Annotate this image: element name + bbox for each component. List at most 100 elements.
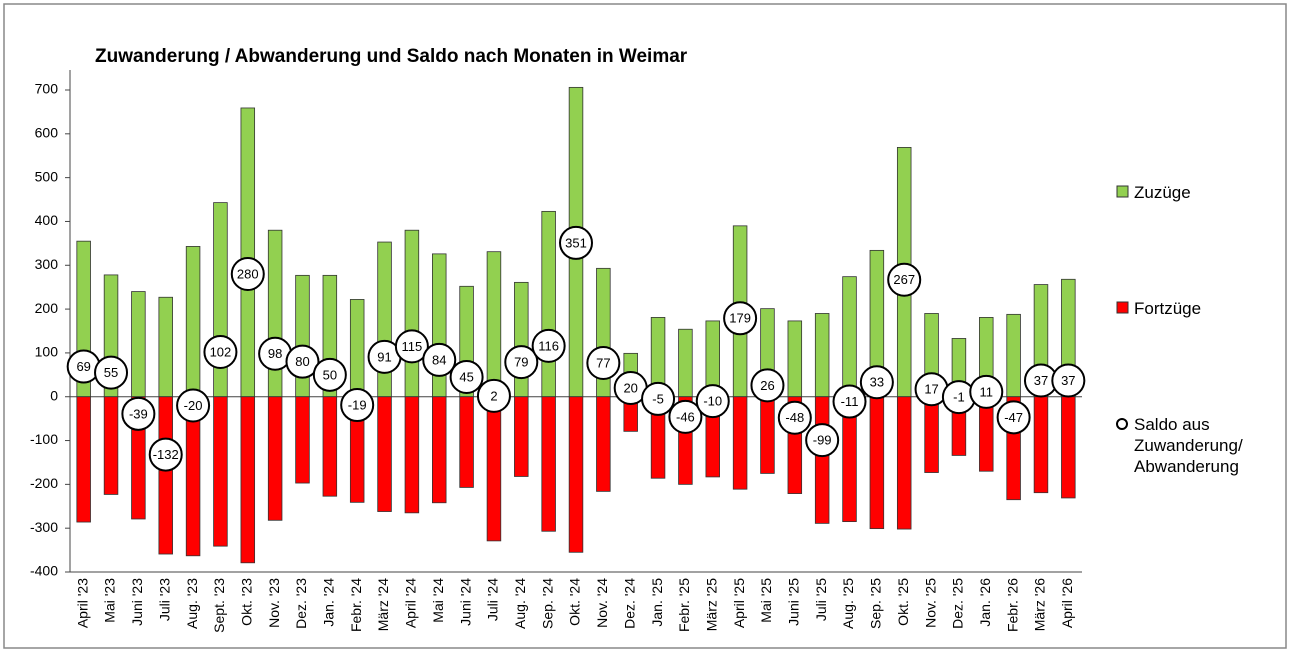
x-tick-label: Okt. '23 <box>238 578 254 626</box>
saldo-marker <box>805 423 840 458</box>
y-tick-label: 300 <box>35 256 59 272</box>
bar <box>486 396 502 542</box>
saldo-marker <box>559 225 593 260</box>
data-label: 69 <box>76 359 90 374</box>
data-label: 50 <box>323 367 337 382</box>
bar <box>896 396 912 530</box>
y-tick-label: 700 <box>35 81 59 97</box>
saldo-marker <box>449 360 484 395</box>
saldo-marker <box>176 388 211 423</box>
saldo-marker <box>723 301 758 336</box>
saldo-marker <box>504 345 539 380</box>
bar <box>240 107 256 398</box>
saldo-marker <box>285 344 320 379</box>
data-label: 37 <box>1061 373 1075 388</box>
x-tick-label: Juli '23 <box>156 578 172 621</box>
data-label: -48 <box>785 410 804 425</box>
x-tick-label: Febr. '26 <box>1004 578 1020 632</box>
x-tick-label: Sept. '23 <box>211 578 227 633</box>
x-tick-label: Nov. '25 <box>922 578 938 628</box>
x-tick-label: Nov. '23 <box>266 578 282 628</box>
x-tick-label: März '25 <box>703 578 719 631</box>
x-tick-label: Febr. '24 <box>348 578 364 632</box>
x-tick-label: Nov. '24 <box>594 578 610 628</box>
data-label: -132 <box>153 447 179 462</box>
saldo-marker <box>394 329 429 364</box>
saldo-marker <box>312 357 347 392</box>
saldo-marker <box>832 384 867 419</box>
data-label: 20 <box>623 380 637 395</box>
data-label: 11 <box>980 384 994 399</box>
legend-swatch <box>1116 301 1129 314</box>
data-label: 26 <box>760 378 774 393</box>
data-label: 77 <box>596 355 610 370</box>
data-label: 116 <box>538 338 559 353</box>
chart-title: Zuwanderung / Abwanderung und Saldo nach… <box>95 46 688 67</box>
bar <box>459 396 474 488</box>
saldo-marker <box>641 381 676 416</box>
bar <box>568 396 584 553</box>
x-tick-label: April '23 <box>74 578 90 628</box>
data-label: 55 <box>104 365 118 380</box>
bar <box>760 396 775 474</box>
x-tick-label: Mai '23 <box>102 578 118 623</box>
y-tick-label: -200 <box>30 475 58 491</box>
bar <box>404 229 420 398</box>
saldo-marker <box>859 365 894 400</box>
bar <box>1033 396 1049 494</box>
saldo-marker <box>94 355 129 390</box>
bar <box>486 251 502 398</box>
bar <box>377 396 392 512</box>
saldo-marker <box>777 400 812 435</box>
saldo-marker <box>121 396 156 431</box>
x-tick-label: Juni '23 <box>129 578 145 626</box>
bar <box>240 396 256 564</box>
legend-swatch <box>1116 418 1128 430</box>
bar <box>432 396 447 504</box>
x-tick-label: Dez. '25 <box>950 578 966 629</box>
bar <box>322 396 338 497</box>
saldo-marker <box>969 374 1004 409</box>
y-tick-label: 400 <box>35 212 59 228</box>
bar <box>869 396 885 530</box>
saldo-marker <box>668 399 703 434</box>
y-tick-label: -100 <box>30 431 58 447</box>
bar <box>732 396 748 490</box>
x-tick-label: Dez. '23 <box>293 578 309 629</box>
y-tick-label: 100 <box>35 344 59 360</box>
data-label: 17 <box>924 382 938 397</box>
y-tick-label: 500 <box>35 168 59 184</box>
x-tick-label: Aug. '23 <box>184 578 200 629</box>
data-label: -46 <box>676 409 695 424</box>
data-label: -5 <box>652 391 664 406</box>
data-label: -11 <box>841 394 859 409</box>
data-label: 37 <box>1034 373 1048 388</box>
bar <box>541 210 556 398</box>
data-label: 79 <box>514 355 528 370</box>
x-tick-label: Juli '24 <box>485 578 501 621</box>
data-label: -39 <box>129 406 148 421</box>
x-tick-label: Jan. '26 <box>977 578 993 627</box>
y-tick-label: -300 <box>30 519 58 535</box>
data-label: -20 <box>184 398 203 413</box>
data-label: -99 <box>813 433 832 448</box>
data-label: 351 <box>565 235 587 250</box>
bar <box>678 328 693 398</box>
x-tick-label: Dez. '24 <box>621 578 637 629</box>
saldo-marker <box>887 262 922 297</box>
bar <box>514 281 529 398</box>
bar <box>213 396 228 547</box>
x-tick-label: April '24 <box>403 578 419 628</box>
data-label: 179 <box>729 311 751 326</box>
x-tick-label: April '25 <box>731 578 747 628</box>
y-tick-label: -400 <box>30 563 58 579</box>
bar <box>131 291 146 398</box>
data-label: 115 <box>402 339 423 354</box>
bar <box>1006 313 1021 398</box>
bar <box>158 396 173 555</box>
bar <box>267 396 283 521</box>
data-label: -47 <box>1004 410 1023 425</box>
data-label: 267 <box>893 272 915 287</box>
saldo-marker <box>1051 363 1086 398</box>
